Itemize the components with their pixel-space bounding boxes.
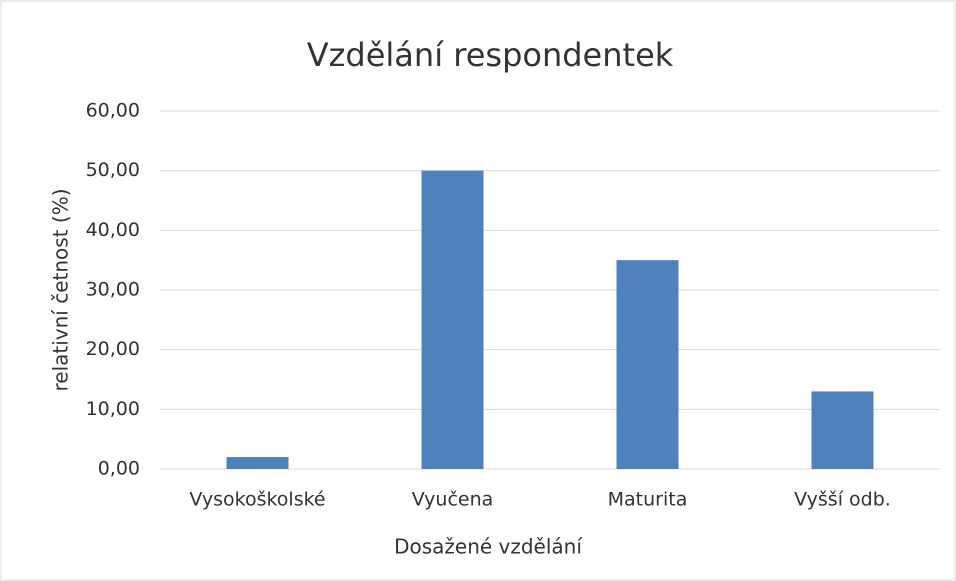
y-tick-label: 0,00 [98, 458, 140, 480]
y-tick-label: 40,00 [86, 219, 140, 241]
y-tick-label: 60,00 [86, 100, 140, 122]
y-tick-label: 20,00 [86, 338, 140, 360]
chart-title: Vzdělání respondentek [307, 36, 674, 74]
y-tick-label: 10,00 [86, 398, 140, 420]
bar [421, 170, 484, 469]
x-tick-label: Vyučena [412, 489, 494, 511]
bar [811, 391, 874, 469]
x-axis-label: Dosažené vzdělání [394, 535, 583, 559]
y-axis-label: relativní četnost (%) [49, 188, 73, 391]
x-tick-label: Vyšší odb. [794, 489, 891, 511]
y-tick-label: 50,00 [86, 159, 140, 181]
bar [616, 260, 679, 469]
y-tick-label: 30,00 [86, 279, 140, 301]
bar [226, 457, 289, 469]
x-tick-label: Maturita [608, 489, 688, 511]
x-tick-label: Vysokoškolské [189, 489, 325, 511]
